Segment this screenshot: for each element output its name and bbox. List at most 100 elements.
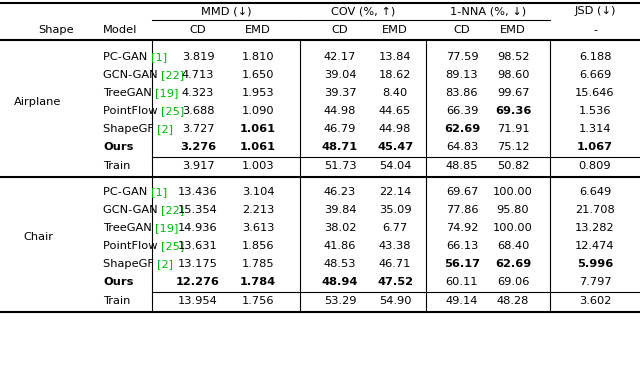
Text: 3.602: 3.602 — [579, 296, 611, 306]
Text: 1.784: 1.784 — [240, 277, 276, 287]
Text: 1.756: 1.756 — [242, 296, 275, 306]
Text: PointFlow: PointFlow — [103, 241, 161, 251]
Text: [22]: [22] — [161, 205, 184, 215]
Text: Shape: Shape — [38, 25, 74, 35]
Text: 66.13: 66.13 — [446, 241, 478, 251]
Text: PC-GAN: PC-GAN — [103, 187, 151, 197]
Text: 44.65: 44.65 — [379, 106, 411, 116]
Text: TreeGAN: TreeGAN — [103, 223, 156, 233]
Text: 39.84: 39.84 — [324, 205, 356, 215]
Text: [2]: [2] — [157, 259, 173, 269]
Text: 1.061: 1.061 — [240, 142, 276, 152]
Text: 22.14: 22.14 — [379, 187, 411, 197]
Text: 46.79: 46.79 — [324, 124, 356, 134]
Text: 1-NNA (%, ↓): 1-NNA (%, ↓) — [450, 6, 526, 16]
Text: EMD: EMD — [245, 25, 271, 35]
Text: 54.90: 54.90 — [379, 296, 412, 306]
Text: 1.067: 1.067 — [577, 142, 613, 152]
Text: GCN-GAN: GCN-GAN — [103, 205, 161, 215]
Text: 1.810: 1.810 — [242, 52, 275, 62]
Text: 44.98: 44.98 — [379, 124, 411, 134]
Text: 66.39: 66.39 — [446, 106, 478, 116]
Text: 50.82: 50.82 — [497, 161, 529, 171]
Text: 35.09: 35.09 — [379, 205, 412, 215]
Text: 95.80: 95.80 — [497, 205, 529, 215]
Text: 89.13: 89.13 — [445, 70, 478, 80]
Text: 13.436: 13.436 — [178, 187, 218, 197]
Text: 71.91: 71.91 — [497, 124, 529, 134]
Text: COV (%, ↑): COV (%, ↑) — [331, 6, 395, 16]
Text: CD: CD — [189, 25, 206, 35]
Text: -: - — [593, 25, 597, 35]
Text: Chair: Chair — [23, 232, 53, 242]
Text: 38.02: 38.02 — [324, 223, 356, 233]
Text: TreeGAN: TreeGAN — [103, 88, 156, 98]
Text: 6.649: 6.649 — [579, 187, 611, 197]
Text: GCN-GAN: GCN-GAN — [103, 70, 161, 80]
Text: 5.996: 5.996 — [577, 259, 613, 269]
Text: 41.86: 41.86 — [324, 241, 356, 251]
Text: Ours: Ours — [103, 142, 133, 152]
Text: Model: Model — [103, 25, 138, 35]
Text: 3.613: 3.613 — [242, 223, 275, 233]
Text: 74.92: 74.92 — [446, 223, 478, 233]
Text: 6.669: 6.669 — [579, 70, 611, 80]
Text: 51.73: 51.73 — [324, 161, 356, 171]
Text: 15.646: 15.646 — [575, 88, 615, 98]
Text: [1]: [1] — [151, 52, 167, 62]
Text: CD: CD — [454, 25, 470, 35]
Text: 44.98: 44.98 — [324, 106, 356, 116]
Text: 1.003: 1.003 — [242, 161, 275, 171]
Text: ShapeGF: ShapeGF — [103, 259, 157, 269]
Text: EMD: EMD — [500, 25, 526, 35]
Text: 3.104: 3.104 — [242, 187, 275, 197]
Text: 13.282: 13.282 — [575, 223, 615, 233]
Text: 48.53: 48.53 — [324, 259, 356, 269]
Text: 3.917: 3.917 — [182, 161, 214, 171]
Text: 4.713: 4.713 — [182, 70, 214, 80]
Text: JSD (↓): JSD (↓) — [574, 6, 616, 16]
Text: 100.00: 100.00 — [493, 187, 533, 197]
Text: 3.727: 3.727 — [182, 124, 214, 134]
Text: Train: Train — [103, 296, 131, 306]
Text: 56.17: 56.17 — [444, 259, 480, 269]
Text: 100.00: 100.00 — [493, 223, 533, 233]
Text: 39.04: 39.04 — [324, 70, 356, 80]
Text: 13.631: 13.631 — [178, 241, 218, 251]
Text: 62.69: 62.69 — [495, 259, 531, 269]
Text: 46.71: 46.71 — [379, 259, 411, 269]
Text: 49.14: 49.14 — [446, 296, 478, 306]
Text: Train: Train — [103, 161, 131, 171]
Text: 69.67: 69.67 — [446, 187, 478, 197]
Text: 48.28: 48.28 — [497, 296, 529, 306]
Text: 6.188: 6.188 — [579, 52, 611, 62]
Text: [25]: [25] — [161, 106, 184, 116]
Text: 64.83: 64.83 — [446, 142, 478, 152]
Text: 4.323: 4.323 — [182, 88, 214, 98]
Text: 1.953: 1.953 — [242, 88, 275, 98]
Text: 1.090: 1.090 — [242, 106, 275, 116]
Text: PointFlow: PointFlow — [103, 106, 161, 116]
Text: Airplane: Airplane — [14, 97, 61, 107]
Text: 69.36: 69.36 — [495, 106, 531, 116]
Text: ShapeGF: ShapeGF — [103, 124, 157, 134]
Text: 1.785: 1.785 — [242, 259, 275, 269]
Text: 48.71: 48.71 — [322, 142, 358, 152]
Text: 2.213: 2.213 — [242, 205, 274, 215]
Text: 21.708: 21.708 — [575, 205, 615, 215]
Text: 48.85: 48.85 — [445, 161, 478, 171]
Text: 99.67: 99.67 — [497, 88, 529, 98]
Text: 69.06: 69.06 — [497, 277, 529, 287]
Text: 53.29: 53.29 — [324, 296, 356, 306]
Text: 54.04: 54.04 — [379, 161, 411, 171]
Text: 47.52: 47.52 — [377, 277, 413, 287]
Text: 13.84: 13.84 — [379, 52, 412, 62]
Text: 12.276: 12.276 — [176, 277, 220, 287]
Text: 46.23: 46.23 — [324, 187, 356, 197]
Text: 3.688: 3.688 — [182, 106, 214, 116]
Text: 3.819: 3.819 — [182, 52, 214, 62]
Text: 13.954: 13.954 — [178, 296, 218, 306]
Text: 7.797: 7.797 — [579, 277, 611, 287]
Text: [19]: [19] — [156, 223, 179, 233]
Text: [1]: [1] — [151, 187, 167, 197]
